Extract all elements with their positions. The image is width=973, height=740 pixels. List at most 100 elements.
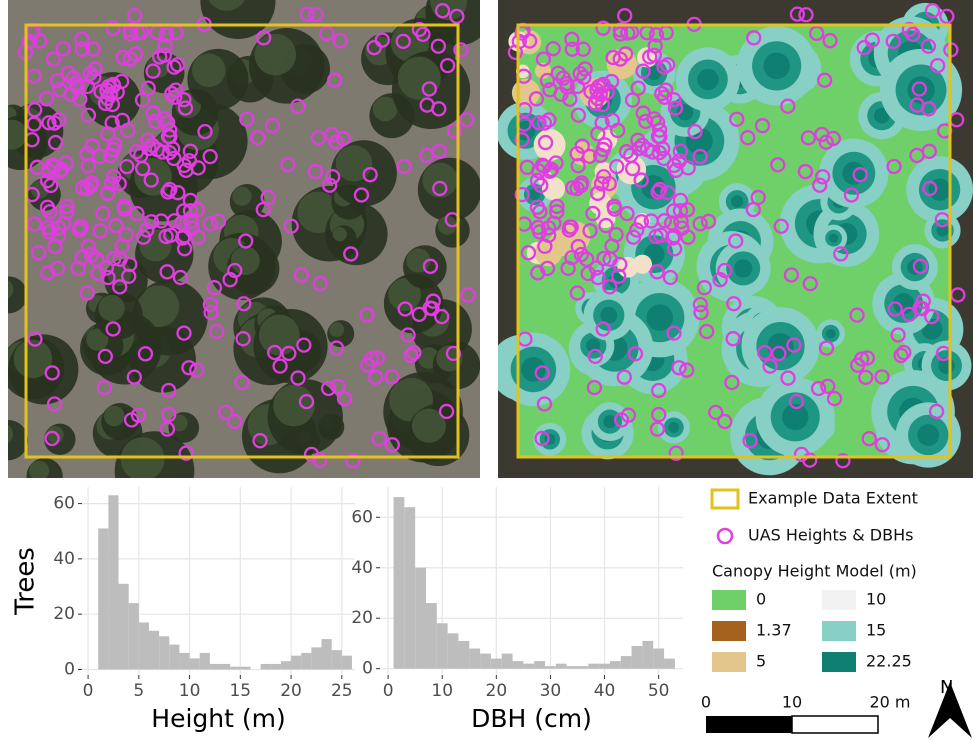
bar bbox=[240, 667, 250, 670]
bar bbox=[129, 603, 139, 669]
x-tick-label: 5 bbox=[133, 681, 144, 701]
bar bbox=[545, 666, 556, 669]
x-tick-label: 10 bbox=[179, 681, 201, 701]
tree-crown bbox=[521, 357, 546, 382]
bar bbox=[480, 654, 491, 669]
legend-swatch bbox=[712, 490, 738, 508]
x-tick-label: 30 bbox=[540, 681, 562, 701]
tree-crown bbox=[29, 461, 49, 481]
y-tick-label: 40 bbox=[351, 558, 373, 578]
legend-title: Canopy Height Model (m) bbox=[712, 562, 917, 581]
bar bbox=[534, 661, 545, 669]
y-tick-label: 40 bbox=[53, 549, 75, 569]
bar bbox=[502, 654, 513, 669]
bar bbox=[621, 656, 632, 669]
tree-crown bbox=[139, 229, 171, 261]
bar bbox=[322, 639, 332, 669]
legend-label: 10 bbox=[866, 590, 886, 609]
tree-crown bbox=[734, 259, 752, 277]
bar bbox=[210, 664, 220, 670]
tree-crown bbox=[917, 424, 939, 446]
bar bbox=[599, 664, 610, 669]
legend-label: 22.25 bbox=[866, 652, 912, 671]
bar bbox=[448, 633, 459, 668]
tree-crown bbox=[121, 437, 165, 481]
tree-crown bbox=[668, 422, 679, 433]
legend-swatch bbox=[718, 529, 732, 543]
bar bbox=[469, 649, 480, 669]
canopy-height-map bbox=[489, 0, 973, 478]
y-tick-label: 20 bbox=[53, 604, 75, 624]
x-tick-label: 20 bbox=[280, 681, 302, 701]
bar bbox=[291, 656, 301, 670]
bar bbox=[149, 631, 159, 670]
tree-crown bbox=[255, 34, 297, 76]
scale-label: 0 bbox=[701, 693, 711, 712]
scale-label: 20 m bbox=[869, 693, 910, 712]
tree-crown bbox=[104, 406, 124, 426]
bar bbox=[200, 653, 210, 670]
legend-label: 5 bbox=[756, 652, 766, 671]
tree-crown bbox=[826, 329, 835, 338]
bar bbox=[332, 650, 342, 669]
bar bbox=[261, 664, 271, 670]
legend-swatch bbox=[712, 590, 746, 610]
tree-crown bbox=[98, 295, 124, 321]
bar bbox=[491, 659, 502, 669]
x-tick-label: 0 bbox=[83, 681, 94, 701]
bar bbox=[220, 664, 230, 670]
legend-swatch bbox=[712, 652, 746, 672]
legend-label: 15 bbox=[866, 621, 886, 640]
tree-crown bbox=[829, 234, 838, 243]
bar bbox=[311, 647, 321, 669]
tree-crown bbox=[273, 385, 314, 426]
scale-label: 10 bbox=[782, 693, 802, 712]
legend-swatch bbox=[822, 652, 856, 672]
chm-legend: 01.375101522.25 bbox=[712, 590, 912, 673]
histogram: 020406001020304050DBH (cm) bbox=[351, 487, 683, 733]
bar bbox=[458, 641, 469, 669]
bar bbox=[179, 653, 189, 670]
bar bbox=[513, 661, 524, 669]
tree-crown bbox=[336, 145, 372, 181]
bar bbox=[404, 507, 415, 669]
tree-crown bbox=[697, 69, 718, 90]
tree-crown bbox=[763, 53, 789, 79]
bar bbox=[523, 664, 534, 669]
bar bbox=[230, 667, 240, 670]
x-tick-label: 0 bbox=[383, 681, 394, 701]
tree-crown bbox=[47, 426, 64, 443]
north-label: N bbox=[940, 677, 953, 698]
bar bbox=[556, 664, 567, 669]
bar bbox=[159, 636, 169, 669]
tree-crown bbox=[731, 195, 743, 207]
x-tick-label: 40 bbox=[594, 681, 616, 701]
y-tick-label: 0 bbox=[64, 659, 75, 679]
legend-label: UAS Heights & DBHs bbox=[748, 526, 913, 545]
bar bbox=[577, 666, 588, 669]
y-tick-label: 60 bbox=[351, 507, 373, 527]
legend-swatch bbox=[822, 621, 856, 641]
tree-crown bbox=[423, 163, 458, 198]
bar bbox=[653, 649, 664, 669]
bar bbox=[664, 659, 675, 669]
y-tick-label: 0 bbox=[362, 659, 373, 679]
bar bbox=[169, 645, 179, 670]
tree-crown bbox=[232, 187, 251, 206]
legend-swatch bbox=[712, 621, 746, 641]
bar bbox=[119, 584, 129, 670]
x-axis-title: Height (m) bbox=[151, 704, 285, 733]
x-tick-label: 25 bbox=[331, 681, 353, 701]
bar bbox=[642, 641, 653, 669]
legend-swatch bbox=[822, 590, 856, 610]
low-canopy bbox=[633, 255, 652, 274]
x-axis-title: DBH (cm) bbox=[471, 704, 592, 733]
scale-bar bbox=[706, 716, 792, 733]
bar bbox=[139, 622, 149, 669]
legend-label: Example Data Extent bbox=[748, 489, 918, 508]
tree-crown bbox=[600, 307, 617, 324]
bar bbox=[342, 656, 352, 670]
tree-crown bbox=[646, 304, 673, 331]
bar bbox=[610, 661, 621, 669]
x-tick-label: 50 bbox=[648, 681, 670, 701]
